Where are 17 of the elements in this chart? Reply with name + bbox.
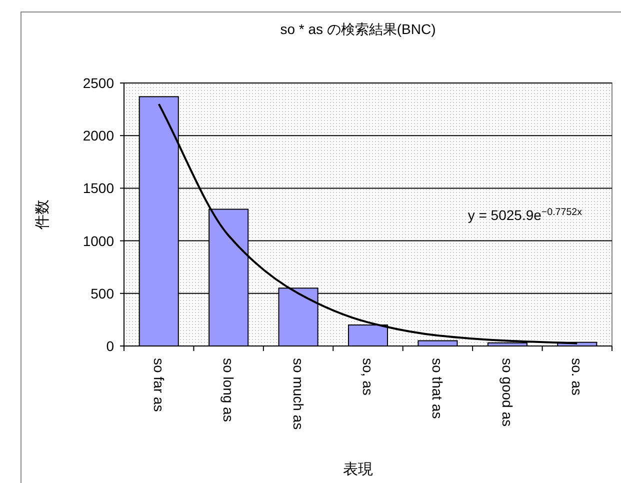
y-tick-label: 1500 [82,180,114,196]
chart-title: so * as の検索結果(BNC) [280,21,436,37]
x-tick-label: so. as [569,358,586,396]
annotation: y = 5025.9e$^{−0.7752x}$ [468,206,582,223]
y-tick-label: 2000 [82,128,114,144]
y-tick-label: 0 [106,338,114,354]
y-tick-label: 2500 [82,75,114,91]
x-tick-label: so, as [360,358,376,396]
y-tick-label: 500 [90,285,114,302]
x-axis-title: 表現 [343,461,373,478]
x-tick-label: so good as [499,358,516,426]
x-tick-label: so long as [220,358,237,422]
y-tick-label: 1000 [82,232,114,249]
x-tick-label: so much as [290,358,306,430]
x-tick-label: so far as [150,358,167,412]
x-tick-label: so that as [430,358,446,419]
y-axis-title: 件数 [34,200,51,230]
